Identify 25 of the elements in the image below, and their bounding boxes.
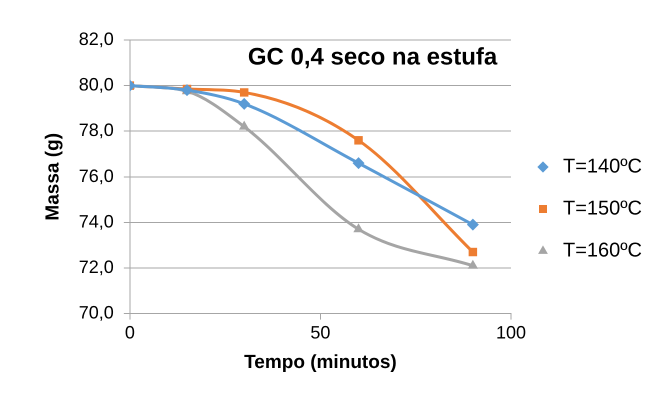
y-tick-label: 80,0 xyxy=(78,74,114,95)
x-tick-label: 100 xyxy=(496,322,526,342)
y-tick-label: 82,0 xyxy=(78,28,114,49)
y-axis-title: Massa (g) xyxy=(42,132,64,221)
x-tick-label: 0 xyxy=(124,322,135,342)
y-tick-label: 76,0 xyxy=(78,166,114,186)
y-tick-label: 72,0 xyxy=(78,256,114,277)
point xyxy=(466,218,479,231)
y-tick-label: 78,0 xyxy=(78,120,114,140)
point xyxy=(354,136,363,145)
point xyxy=(468,248,478,256)
x-axis-title: Tempo (minutos) xyxy=(244,352,397,373)
point xyxy=(238,98,250,110)
legend-label: T=150ºC xyxy=(562,198,642,220)
y-tick-label: 74,0 xyxy=(78,211,114,232)
point xyxy=(238,120,250,130)
chart-title: GC 0,4 seco na estufa xyxy=(248,44,498,71)
point xyxy=(240,88,248,97)
x-tick-label: 50 xyxy=(310,322,330,342)
y-tick-label: 70,0 xyxy=(78,302,114,323)
legend-label: T=140ºC xyxy=(562,156,642,178)
legend-label: T=160ºC xyxy=(562,240,642,262)
point xyxy=(353,223,364,232)
point xyxy=(352,157,365,170)
point xyxy=(468,260,478,269)
